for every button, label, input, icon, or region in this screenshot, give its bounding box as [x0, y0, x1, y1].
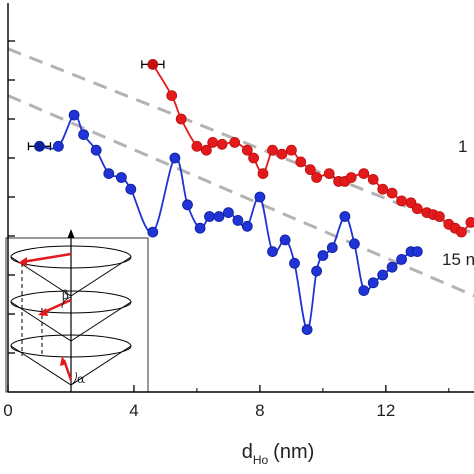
series-1-point-8	[147, 226, 159, 238]
series-1-point-28	[367, 277, 379, 289]
series-1-point-23	[317, 250, 329, 261]
series-1-point-26	[348, 238, 360, 250]
series-0-point-14	[295, 156, 307, 168]
x-axis-title-unit: (nm)	[273, 441, 314, 463]
inset-cone-diagram: β α	[5, 229, 149, 393]
series-0-point-6	[216, 138, 228, 150]
series-0-point-11	[267, 144, 278, 156]
series-0-point-23	[377, 183, 389, 195]
series-0-point-5	[207, 136, 219, 148]
series-1-point-5	[103, 168, 115, 180]
inset-frame	[5, 237, 149, 393]
x-axis-title: dHo (nm)	[242, 441, 315, 467]
x-tick-label-0: 0	[3, 401, 12, 420]
x-tick-label-1: 4	[129, 401, 138, 420]
series-0-point-9	[248, 152, 260, 164]
series-1-point-13	[213, 211, 225, 222]
series-0-point-12	[276, 148, 288, 160]
series-1-point-25	[339, 211, 351, 222]
series-label-red: 1	[458, 137, 467, 156]
series-1-point-30	[386, 261, 398, 273]
series-1-point-19	[279, 234, 291, 246]
series-1-point-6	[116, 172, 127, 183]
series-0-point-13	[285, 144, 297, 156]
series-0-point-2	[175, 113, 187, 125]
inset-beta-arc	[61, 296, 72, 309]
series-1-point-27	[358, 285, 370, 297]
series-1-point-16	[241, 220, 253, 232]
series-0-point-4	[200, 144, 212, 156]
series-0-point-33	[455, 226, 467, 238]
series-1-point-31	[396, 253, 408, 265]
series-0-point-34	[465, 217, 474, 228]
series-1-point-0	[34, 140, 45, 152]
series-1-point-20	[289, 257, 300, 269]
series-1-point-3	[78, 129, 89, 141]
series-0-point-30	[433, 211, 445, 222]
series-0-point-21	[358, 168, 370, 180]
series-0-point-25	[396, 195, 408, 207]
inset-spin-vector-middle	[41, 298, 72, 315]
x-tick-label-3: 12	[376, 401, 395, 420]
series-0-point-1	[166, 90, 178, 101]
inset-spin-arrow-top-icon	[18, 257, 27, 266]
series-1-point-21	[301, 324, 313, 336]
series-1-point-10	[182, 199, 193, 211]
inset-alpha-arc	[70, 371, 77, 386]
inset-alpha-label: α	[77, 372, 85, 386]
inset-spin-arrow-bottom-icon	[60, 356, 67, 366]
series-1-point-11	[194, 222, 206, 234]
series-1-point-9	[169, 152, 181, 164]
x-tick-label-2: 8	[255, 401, 264, 420]
series-layer	[27, 59, 474, 336]
series-1-point-24	[326, 242, 338, 254]
series-1-point-18	[267, 246, 278, 258]
series-0-point-17	[323, 168, 335, 180]
series-0-point-3	[191, 140, 203, 152]
series-1-point-7	[125, 183, 137, 195]
series-1-point-33	[411, 246, 423, 258]
series-0-point-0	[147, 59, 159, 70]
inset-spin-arrow-middle-icon	[38, 308, 48, 316]
series-0-point-24	[386, 187, 398, 199]
series-1-point-14	[222, 207, 234, 219]
series-0-point-8	[241, 144, 253, 156]
y-axis-ticks	[8, 40, 15, 354]
series-0-point-22	[367, 173, 379, 185]
series-1-point-15	[232, 214, 244, 226]
series-1-point-22	[311, 265, 323, 277]
series-1-point-1	[53, 140, 64, 152]
series-0-point-16	[311, 172, 323, 183]
reference-line-1	[7, 94, 474, 298]
series-0-point-10	[257, 168, 269, 180]
series-label-blue: 15 n	[442, 250, 474, 269]
series-1-point-4	[90, 144, 102, 156]
inset-axis-arrow-icon	[67, 229, 75, 238]
inset-spin-vector-top	[21, 252, 72, 264]
series-1-point-29	[377, 269, 389, 281]
series-1-point-12	[204, 211, 215, 222]
x-axis-title-main: d	[242, 441, 253, 463]
x-axis-ticks: 0 4 8 12	[3, 385, 450, 420]
series-0-point-27	[411, 203, 423, 215]
series-1-point-17	[254, 191, 266, 203]
series-0-point-20	[345, 172, 357, 183]
inset-cone-middle	[10, 290, 132, 342]
series-1-point-2	[68, 109, 80, 121]
x-axis-title-subscript: Ho	[253, 453, 269, 467]
inset-cone-bottom	[10, 334, 132, 386]
series-0-point-15	[304, 164, 316, 176]
series-0-point-7	[229, 136, 241, 148]
inset-beta-label: β	[62, 288, 69, 302]
